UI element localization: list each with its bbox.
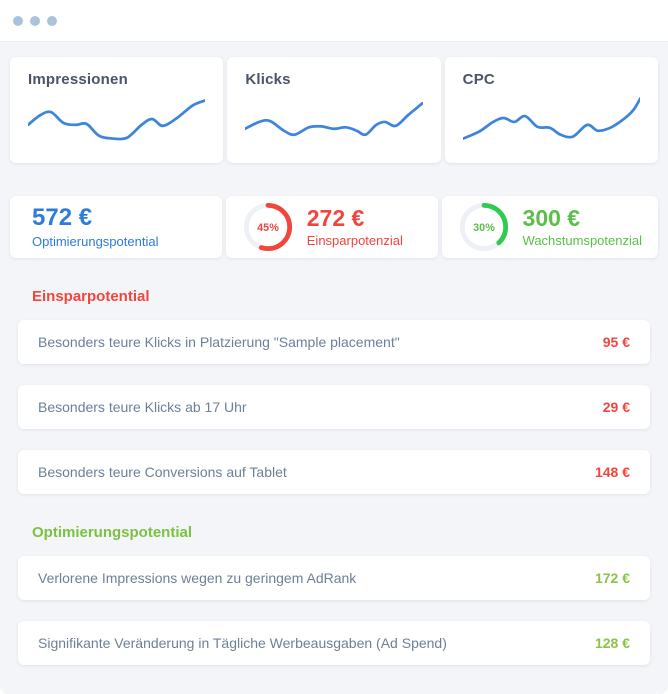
metric-card-title: Klicks xyxy=(245,71,291,88)
insight-row[interactable]: Verlorene Impressions wegen zu geringem … xyxy=(18,556,650,600)
sparkline-chart-klicks xyxy=(245,101,423,137)
metric-card-title: Impressionen xyxy=(28,71,128,88)
stat-value: 572 € xyxy=(32,204,93,232)
donut-chart-einsparpotenzial: 45% xyxy=(243,202,292,252)
metric-card-cpc[interactable]: CPC xyxy=(444,57,658,163)
section-title-optimierungspotential: Optimierungspotential xyxy=(32,524,193,541)
insight-row[interactable]: Besonders teure Conversions auf Tablet 1… xyxy=(18,450,650,494)
insight-value: 29 € xyxy=(602,399,630,415)
insight-row[interactable]: Besonders teure Klicks in Platzierung "S… xyxy=(18,320,650,364)
stat-card-wachstumspotenzial[interactable]: 30% 300 € Wachstumspotenzial xyxy=(441,196,658,258)
insight-text: Verlorene Impressions wegen zu geringem … xyxy=(38,570,357,586)
donut-chart-wachstumspotenzial: 30% xyxy=(459,202,508,252)
donut-percent-label: 30% xyxy=(473,222,495,234)
insight-value: 128 € xyxy=(594,635,630,651)
window-titlebar xyxy=(0,0,668,42)
insight-row[interactable]: Signifikante Veränderung in Tägliche Wer… xyxy=(18,621,650,665)
insight-text: Besonders teure Conversions auf Tablet xyxy=(38,464,287,480)
insight-text: Besonders teure Klicks ab 17 Uhr xyxy=(38,399,247,415)
insight-row[interactable]: Besonders teure Klicks ab 17 Uhr 29 € xyxy=(18,385,650,429)
stat-label: Wachstumspotenzial xyxy=(522,233,642,249)
window-dot-icon[interactable] xyxy=(30,15,40,26)
insight-value: 172 € xyxy=(594,570,630,586)
donut-percent-label: 45% xyxy=(257,222,279,234)
metric-card-impressionen[interactable]: Impressionen xyxy=(10,57,224,163)
insight-text: Besonders teure Klicks in Platzierung "S… xyxy=(38,334,400,350)
insight-value: 95 € xyxy=(602,334,630,350)
insight-value: 148 € xyxy=(594,464,630,480)
stat-label: Einsparpotenzial xyxy=(306,233,403,249)
stat-value: 272 € xyxy=(306,204,365,231)
stat-card-einsparpotenzial[interactable]: 45% 272 € Einsparpotenzial xyxy=(225,196,438,258)
sparkline-chart-cpc xyxy=(462,97,640,140)
metric-card-klicks[interactable]: Klicks xyxy=(227,57,441,163)
stat-value: 300 € xyxy=(522,204,581,231)
window-dot-icon[interactable] xyxy=(13,15,23,26)
section-title-einsparpotential: Einsparpotential xyxy=(32,288,150,305)
window-dot-icon[interactable] xyxy=(47,15,57,26)
stat-card-optimierungspotential[interactable]: 572 € Optimierungspotential xyxy=(10,196,222,258)
dashboard-content: Impressionen Klicks CPC 572 € Optimierun… xyxy=(0,42,668,665)
stat-label: Optimierungspotential xyxy=(32,233,159,249)
insight-text: Signifikante Veränderung in Tägliche Wer… xyxy=(38,635,447,651)
metric-card-title: CPC xyxy=(462,71,495,88)
stats-row: 572 € Optimierungspotential 45% 272 € Ei… xyxy=(10,196,658,258)
sparkline-row: Impressionen Klicks CPC xyxy=(10,57,658,163)
sparkline-chart-impressionen xyxy=(28,99,206,141)
